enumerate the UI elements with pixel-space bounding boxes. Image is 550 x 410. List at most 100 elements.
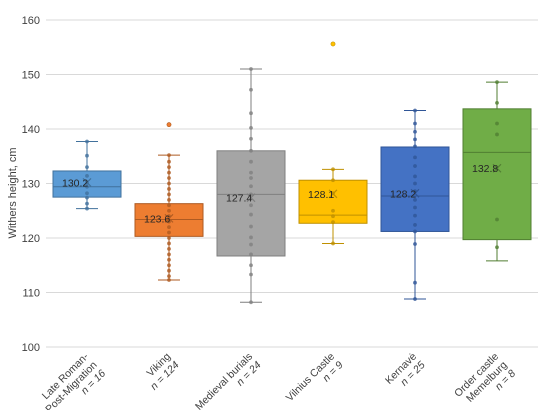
data-point	[331, 241, 335, 246]
box-group: 128.2	[380, 108, 450, 301]
data-point	[85, 153, 89, 158]
data-point	[413, 205, 417, 210]
data-point	[495, 100, 499, 105]
data-point	[167, 208, 171, 213]
outlier-point	[330, 41, 336, 47]
y-axis: 100 110 120 130 140 150 160	[22, 15, 40, 354]
mean-marker	[492, 163, 502, 173]
data-point	[249, 192, 253, 197]
y-tick-label: 150	[22, 70, 40, 82]
mean-label: 130.2	[62, 177, 88, 189]
mean-marker	[82, 177, 92, 187]
data-point	[85, 195, 89, 200]
plot-area: 130.2 123.6 127.4 128.1 128.2 132.8	[52, 41, 532, 305]
data-point	[413, 229, 417, 234]
data-point	[413, 174, 417, 179]
data-point	[85, 191, 89, 196]
data-point	[167, 236, 171, 240]
data-point	[85, 201, 89, 206]
data-point	[167, 268, 171, 273]
y-tick-label: 100	[22, 342, 40, 354]
x-category-label: Order castleMemelburgn = 8	[452, 351, 518, 410]
data-point	[85, 173, 89, 178]
data-point	[167, 241, 171, 246]
mean-label: 128.1	[308, 189, 334, 201]
y-tick-label: 160	[22, 15, 40, 27]
data-point	[167, 278, 171, 282]
data-point	[167, 225, 171, 230]
data-point	[413, 121, 417, 126]
mean-marker	[164, 213, 174, 223]
data-point	[413, 297, 417, 301]
data-point	[167, 159, 171, 164]
x-category-label: Kernavėn = 25	[383, 351, 428, 396]
outlier-point	[166, 122, 172, 128]
data-point	[249, 272, 253, 277]
mean-marker	[246, 193, 256, 203]
data-point	[249, 176, 253, 180]
data-point	[495, 132, 499, 137]
data-point	[413, 155, 417, 160]
data-point	[331, 178, 335, 183]
data-point	[331, 208, 335, 213]
data-point	[85, 165, 89, 170]
data-point	[495, 217, 499, 222]
data-point	[413, 108, 417, 113]
data-point	[249, 300, 253, 305]
data-point	[167, 219, 171, 224]
data-point	[249, 159, 253, 164]
data-point	[413, 213, 417, 218]
data-point	[167, 252, 171, 257]
data-point	[85, 139, 89, 144]
y-tick-label: 130	[22, 179, 40, 191]
data-point	[167, 181, 171, 186]
data-point	[249, 224, 253, 229]
data-point	[249, 111, 253, 116]
data-point	[413, 129, 417, 134]
data-point	[249, 67, 253, 71]
data-point	[167, 192, 171, 197]
data-point	[167, 230, 171, 235]
data-point	[85, 206, 89, 211]
data-point	[331, 167, 335, 172]
data-point	[413, 137, 417, 142]
x-category-label: Vilnius Castlen = 9	[284, 351, 346, 410]
data-point	[413, 197, 417, 202]
data-point	[495, 80, 499, 85]
box-group: 132.8	[462, 80, 532, 262]
data-point	[413, 242, 417, 246]
data-point	[249, 203, 253, 208]
data-point	[495, 121, 499, 126]
data-point	[167, 176, 171, 180]
gridlines	[46, 19, 538, 348]
data-point	[167, 247, 171, 251]
data-point	[167, 187, 171, 191]
data-point	[167, 274, 171, 279]
x-category-label: Vikingn = 124	[140, 351, 182, 393]
x-category-label: Medieval burialsn = 24	[193, 351, 264, 410]
data-point	[331, 220, 335, 225]
y-axis-label: Withers height, cm	[7, 147, 19, 238]
data-point	[249, 87, 253, 92]
mean-label: 128.2	[390, 188, 416, 200]
data-point	[167, 257, 171, 262]
mean-label: 127.4	[226, 193, 252, 205]
data-point	[249, 242, 253, 247]
data-point	[167, 203, 171, 208]
data-point	[167, 153, 171, 158]
mean-marker	[410, 188, 420, 198]
data-point	[85, 184, 89, 189]
data-point	[167, 170, 171, 175]
data-point	[413, 181, 417, 186]
data-point	[413, 223, 417, 227]
data-point	[249, 263, 253, 268]
data-point	[167, 197, 171, 202]
data-point	[249, 212, 253, 217]
box-group: 130.2	[52, 139, 122, 211]
box-group: 127.4	[216, 67, 286, 305]
data-point	[167, 165, 171, 170]
data-point	[249, 126, 253, 130]
data-point	[495, 245, 499, 250]
box-group: 128.1	[298, 41, 368, 246]
